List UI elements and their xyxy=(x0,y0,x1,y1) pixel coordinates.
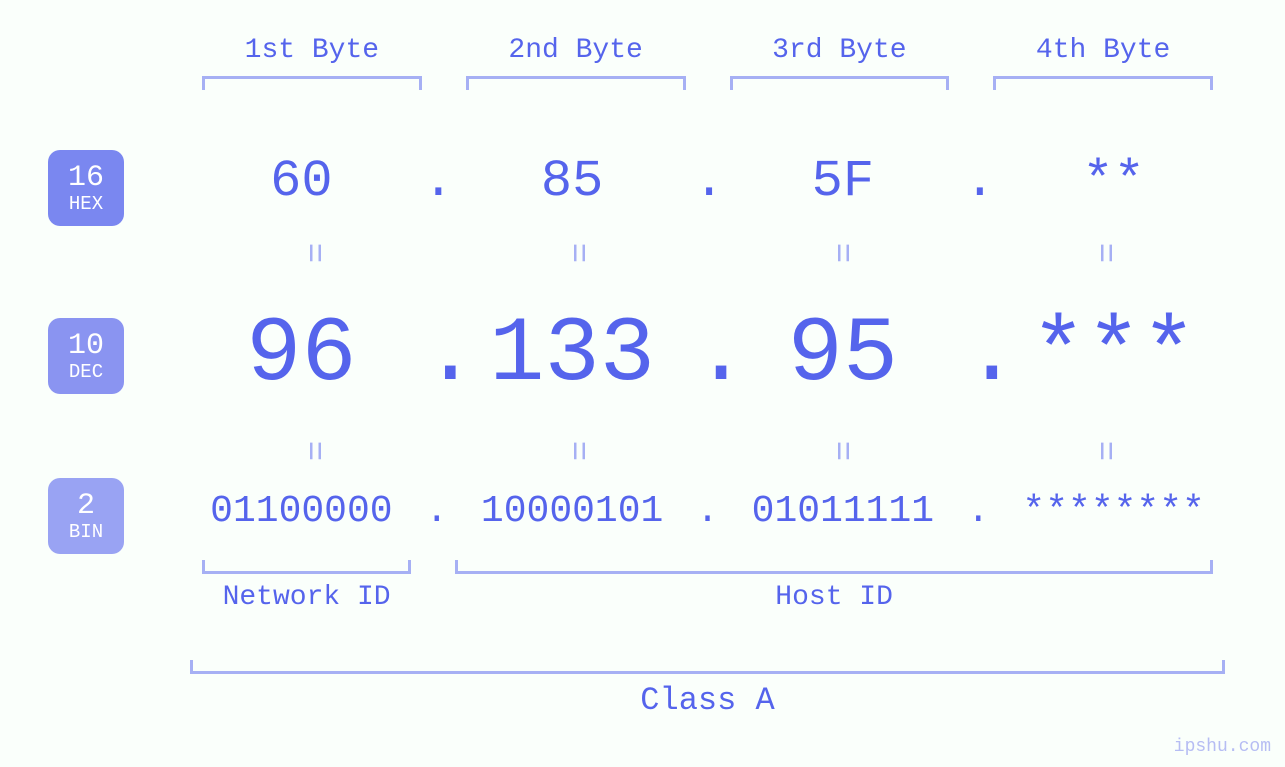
network-id-bracket xyxy=(202,560,411,574)
class-bracket xyxy=(190,660,1225,674)
diagram-root: 1st Byte 2nd Byte 3rd Byte 4th Byte 16 H… xyxy=(0,0,1285,767)
class-row: Class A xyxy=(180,660,1235,719)
dot-icon: . xyxy=(964,490,992,533)
dot-icon: . xyxy=(694,490,722,533)
byte-header-2: 2nd Byte xyxy=(444,35,708,90)
equals-row-hex-dec: = = = = xyxy=(180,234,1235,272)
equals-icon: = xyxy=(293,319,331,583)
host-id-col: Host ID xyxy=(433,560,1235,613)
host-id-bracket xyxy=(455,560,1213,574)
dot-icon: . xyxy=(694,152,722,211)
dot-icon: . xyxy=(964,302,992,407)
base-badge-dec: 10 DEC xyxy=(48,318,124,394)
byte-header-3-label: 3rd Byte xyxy=(708,35,972,66)
base-badge-dec-num: 10 xyxy=(68,331,104,361)
equals-row-dec-bin: = = = = xyxy=(180,432,1235,470)
id-row: Network ID Host ID xyxy=(180,560,1235,613)
base-badge-hex: 16 HEX xyxy=(48,150,124,226)
base-badge-hex-label: HEX xyxy=(69,195,103,214)
byte-header-4: 4th Byte xyxy=(971,35,1235,90)
byte-header-1-bracket xyxy=(202,76,422,90)
dot-icon: . xyxy=(964,152,992,211)
base-badge-hex-num: 16 xyxy=(68,163,104,193)
equals-icon: = xyxy=(1084,319,1122,583)
dot-icon: . xyxy=(423,490,451,533)
base-badge-bin-label: BIN xyxy=(69,523,103,542)
byte-header-1: 1st Byte xyxy=(180,35,444,90)
byte-header-3-bracket xyxy=(730,76,950,90)
network-id-col: Network ID xyxy=(180,560,433,613)
byte-header-4-label: 4th Byte xyxy=(971,35,1235,66)
dot-icon: . xyxy=(423,152,451,211)
byte-header-3: 3rd Byte xyxy=(708,35,972,90)
class-label: Class A xyxy=(180,682,1235,719)
bin-byte-1: 01100000 xyxy=(180,490,423,533)
byte-header-2-label: 2nd Byte xyxy=(444,35,708,66)
host-id-label: Host ID xyxy=(433,582,1235,613)
base-badge-bin: 2 BIN xyxy=(48,478,124,554)
byte-headers-row: 1st Byte 2nd Byte 3rd Byte 4th Byte xyxy=(180,35,1235,90)
bin-row: 01100000 . 10000101 . 01011111 . *******… xyxy=(180,490,1235,533)
dec-row: 96 . 133 . 95 . *** xyxy=(180,302,1235,407)
equals-icon: = xyxy=(557,319,595,583)
dot-icon: . xyxy=(423,302,451,407)
equals-icon: = xyxy=(820,319,858,583)
bin-byte-4: ******** xyxy=(992,490,1235,533)
byte-header-2-bracket xyxy=(466,76,686,90)
byte-header-1-label: 1st Byte xyxy=(180,35,444,66)
bin-byte-3: 01011111 xyxy=(722,490,965,533)
base-badge-dec-label: DEC xyxy=(69,363,103,382)
base-badge-bin-num: 2 xyxy=(77,491,95,521)
dot-icon: . xyxy=(694,302,722,407)
hex-row: 60 . 85 . 5F . ** xyxy=(180,152,1235,211)
watermark: ipshu.com xyxy=(1174,737,1271,757)
network-id-label: Network ID xyxy=(180,582,433,613)
byte-header-4-bracket xyxy=(993,76,1213,90)
bin-byte-2: 10000101 xyxy=(451,490,694,533)
